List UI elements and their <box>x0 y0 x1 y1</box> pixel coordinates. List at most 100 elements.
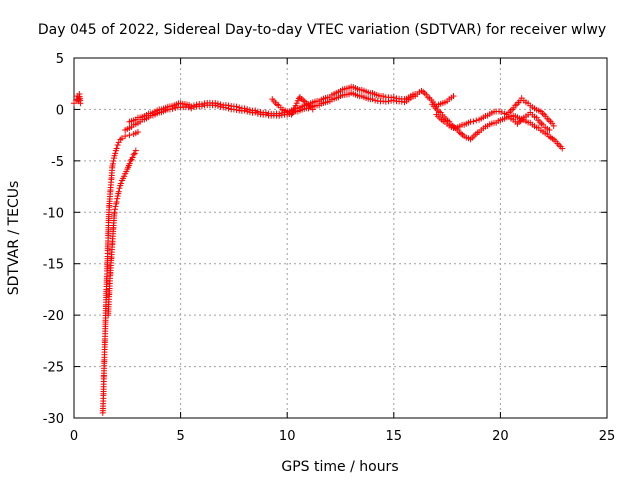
data-point <box>129 154 136 161</box>
data-point <box>546 127 553 133</box>
data-point <box>77 100 84 107</box>
data-point <box>118 135 125 142</box>
data-point <box>470 118 477 125</box>
data-point <box>257 109 264 116</box>
data-point <box>117 180 124 187</box>
data-point <box>473 117 480 124</box>
data-point <box>113 199 120 205</box>
data-point <box>457 130 464 137</box>
y-tick-label: -5 <box>51 155 64 170</box>
data-point <box>276 110 283 117</box>
series-late-track-3 <box>505 95 557 129</box>
data-point <box>390 94 397 101</box>
data-point <box>172 105 179 112</box>
data-point <box>193 101 200 108</box>
plot-frame <box>73 57 608 419</box>
data-point <box>212 99 219 106</box>
data-point <box>214 100 221 107</box>
data-point <box>450 93 457 100</box>
data-point <box>233 103 240 110</box>
y-axis-label: SDTVAR / TECUs <box>6 181 22 296</box>
data-point <box>127 157 134 164</box>
data-point <box>254 108 261 115</box>
x-tick-label: 20 <box>492 429 509 444</box>
data-point <box>372 97 379 104</box>
data-point <box>112 150 119 157</box>
y-tick-label: -10 <box>43 206 64 221</box>
x-tick-label: 0 <box>70 429 78 444</box>
data-point <box>225 102 232 109</box>
data-point <box>545 117 552 124</box>
x-tick-label: 10 <box>279 429 296 444</box>
x-tick-label: 25 <box>599 429 616 444</box>
data-point <box>134 129 141 136</box>
data-point <box>115 188 122 195</box>
data-point <box>291 105 298 112</box>
data-point <box>246 106 253 113</box>
x-axis-label: GPS time / hours <box>281 459 398 475</box>
data-point <box>123 168 130 175</box>
data-point <box>111 209 118 216</box>
x-tick-label: 15 <box>386 429 403 444</box>
y-tick-label: -20 <box>43 309 64 324</box>
data-point <box>369 96 376 103</box>
data-point <box>380 98 387 105</box>
series-spur-near-10h <box>269 94 316 118</box>
series-convergence-track-2 <box>105 147 139 319</box>
data-point <box>113 145 120 152</box>
data-point <box>109 160 116 167</box>
data-point <box>550 122 557 129</box>
data-point <box>236 104 243 111</box>
data-point <box>188 103 195 110</box>
data-point <box>122 133 129 140</box>
data-point <box>556 142 563 149</box>
data-point <box>112 206 119 213</box>
data-point <box>114 142 121 149</box>
data-point <box>507 108 514 115</box>
data-point <box>380 93 387 100</box>
data-point <box>131 150 138 157</box>
data-point <box>115 139 122 146</box>
data-point <box>241 105 248 112</box>
data-point <box>126 132 133 139</box>
data-point <box>169 105 176 112</box>
data-point <box>126 160 133 167</box>
data-point <box>190 102 197 109</box>
data-point <box>498 109 505 116</box>
series-main-track-2 <box>126 83 419 125</box>
axis-ticks: 0 5 10 15 20 25 5 0 -5 -10 -15 -20 -25 -30 <box>43 52 616 444</box>
data-point <box>112 203 119 210</box>
data-point <box>495 108 502 115</box>
data-point <box>198 101 205 108</box>
series-late-track-2 <box>433 108 553 133</box>
series-initial-segment <box>71 91 84 107</box>
data-point <box>71 100 77 107</box>
data-point <box>116 185 123 192</box>
data-point <box>541 111 548 118</box>
y-tick-label: 5 <box>56 52 64 67</box>
y-tick-label: -30 <box>43 412 64 427</box>
series-convergence-track-1 <box>99 129 141 416</box>
data-points <box>71 83 566 416</box>
data-point <box>559 145 566 152</box>
data-point <box>121 173 128 180</box>
data-point <box>222 101 229 108</box>
data-point <box>288 111 295 118</box>
data-point <box>114 195 121 202</box>
data-point <box>217 101 224 108</box>
data-point <box>132 147 139 154</box>
y-tick-label: -25 <box>43 361 64 376</box>
data-point <box>262 109 269 116</box>
data-point <box>278 110 285 117</box>
data-point <box>244 106 251 113</box>
data-point <box>130 151 137 158</box>
data-point <box>117 136 124 143</box>
y-tick-label: -15 <box>43 258 64 273</box>
data-point <box>252 107 259 114</box>
data-point <box>295 95 302 102</box>
data-point <box>420 88 427 95</box>
y-tick-label: 0 <box>56 103 64 118</box>
data-point <box>412 91 419 97</box>
chart-title: Day 045 of 2022, Sidereal Day-to-day VTE… <box>38 22 606 38</box>
